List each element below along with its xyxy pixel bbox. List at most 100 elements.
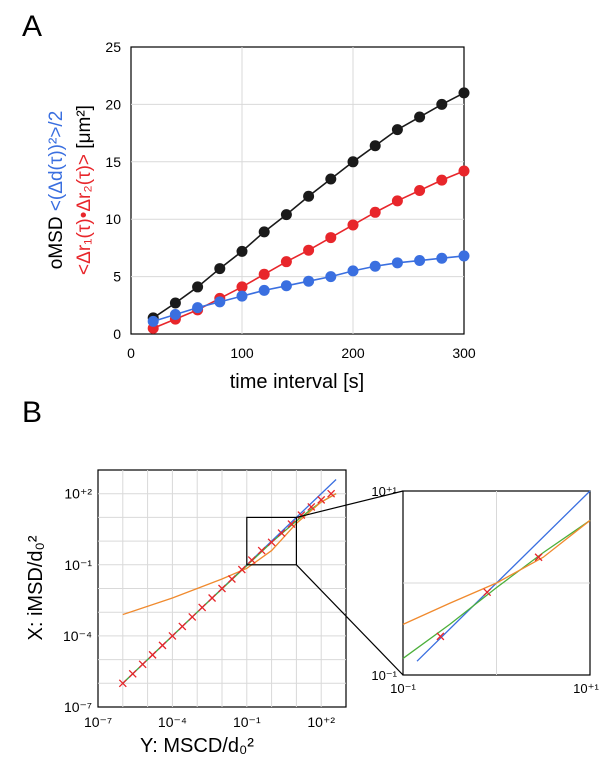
data-point-red [436, 174, 448, 186]
data-point-black [436, 98, 448, 110]
y-tick-label: 15 [105, 154, 121, 170]
line-green [402, 519, 591, 659]
cross-marker [138, 660, 147, 669]
cross-marker [267, 538, 276, 547]
ylabel-omsd: oMSD [46, 216, 67, 269]
y-tick-label: 10⁻¹ [64, 557, 92, 573]
data-point-blue [169, 308, 181, 320]
data-point-black [458, 87, 470, 99]
panel-b-markers [118, 489, 336, 688]
data-point-blue [303, 275, 315, 287]
x-tick-label: 10⁻⁷ [84, 714, 112, 730]
ylabel-blue-term: <(Δd(τ))²>/2 [46, 111, 67, 211]
panel-a-ticks: 0 100 200 300 0 5 10 15 20 25 [105, 39, 475, 361]
panel-a-xlabel: time interval [s] [230, 371, 364, 393]
panel-a-chart: 0 100 200 300 0 5 10 15 20 25 time interval [s] o… [46, 39, 476, 393]
data-point-blue [147, 315, 159, 327]
y-tick-label: 10⁻⁷ [64, 699, 92, 715]
y-tick-label: 10⁺¹ [371, 484, 397, 499]
data-point-red [258, 268, 270, 280]
panel-b-ylabel: X: iMSD/d₀² [25, 535, 47, 640]
x-tick-label: 10⁻¹ [233, 714, 261, 730]
panel-b-xlabel: Y: MSCD/d₀² [140, 735, 254, 757]
cross-marker [287, 520, 296, 528]
cross-marker [307, 503, 316, 511]
cross-marker [198, 603, 207, 612]
svg-text:oMSD <(Δd(τ): oMSD <(Δd(τ))²>/2 [46, 111, 67, 270]
cross-marker [237, 565, 246, 574]
y-tick-label: 25 [105, 39, 121, 55]
cross-marker [218, 584, 226, 593]
cross-marker [178, 622, 187, 631]
cross-marker [118, 679, 127, 688]
cross-marker [436, 632, 445, 641]
y-tick-label: 20 [105, 96, 121, 112]
data-point-blue [458, 250, 470, 262]
data-point-black [192, 281, 204, 293]
data-point-blue [325, 271, 337, 283]
svg-text:<Δr₁(τ)•Δr₂(τ)>: <Δr₁(τ)•Δr₂(τ)> [μm²] [74, 105, 95, 275]
data-point-red [458, 165, 470, 177]
line-orange [122, 493, 337, 616]
cross-marker [257, 546, 266, 555]
cross-marker [188, 612, 197, 621]
cross-marker [247, 556, 256, 565]
cross-marker [227, 575, 236, 583]
x-tick-label: 10⁺¹ [573, 681, 599, 696]
panel-label-a: A [22, 10, 42, 43]
cross-marker [148, 650, 157, 659]
data-point-red [369, 206, 381, 218]
ylabel-unit: [μm²] [74, 105, 95, 149]
panel-b-ticks: 10⁻⁷10⁻⁷ 10⁻⁴ 10⁻⁴ 10⁻¹ 10⁻¹ 10⁺² 10⁺² [63, 486, 335, 730]
y-tick-label: 10⁺² [64, 486, 92, 502]
data-point-red [280, 256, 292, 268]
data-point-blue [369, 260, 381, 272]
data-point-red [303, 244, 315, 256]
data-point-blue [414, 255, 426, 267]
zoom-connectors [295, 490, 404, 676]
cross-marker [168, 631, 177, 640]
data-point-red [347, 219, 359, 231]
data-point-black [214, 263, 226, 275]
cross-marker [277, 529, 286, 538]
data-point-red [391, 195, 403, 207]
cross-marker [483, 588, 492, 597]
cross-marker [158, 641, 167, 650]
y-tick-label: 10 [105, 211, 121, 227]
data-point-blue [436, 252, 448, 264]
inset-ticks: 10⁻¹ 10⁺¹ 10⁺¹ 10⁻¹ [371, 484, 599, 696]
data-point-black [280, 209, 292, 221]
panel-b-inset-chart: 10⁻¹ 10⁺¹ 10⁺¹ 10⁻¹ [371, 484, 599, 696]
x-tick-label: 200 [341, 345, 365, 361]
data-point-blue [258, 284, 270, 296]
cross-marker [317, 495, 326, 504]
x-tick-label: 300 [452, 345, 476, 361]
data-point-blue [236, 290, 248, 302]
cross-marker [128, 669, 137, 678]
inset-lines [402, 490, 591, 662]
panel-b-main-chart: 10⁻⁷10⁻⁷ 10⁻⁴ 10⁻⁴ 10⁻¹ 10⁻¹ 10⁺² 10⁺² Y: MSCD… [25, 469, 347, 757]
ylabel-red-term: <Δr₁(τ)•Δr₂(τ)> [74, 154, 95, 275]
zoom-box [246, 516, 298, 566]
data-point-black [391, 124, 403, 136]
panel-a-gridlines [131, 47, 464, 334]
data-point-black [236, 245, 248, 257]
panel-a-plot-frame [130, 46, 465, 335]
y-tick-label: 5 [113, 269, 121, 285]
data-point-black [258, 226, 270, 238]
y-tick-label: 10⁻¹ [371, 668, 397, 683]
data-point-black [169, 297, 181, 309]
panel-label-b: B [22, 396, 42, 429]
x-tick-label: 0 [127, 345, 135, 361]
x-tick-label: 10⁻⁴ [158, 714, 187, 730]
connector-top [296, 490, 404, 518]
data-point-red [414, 185, 426, 196]
data-point-red [325, 232, 337, 244]
data-point-black [347, 156, 359, 168]
data-point-black [369, 140, 381, 152]
line-blue [416, 490, 591, 662]
connector-bottom [295, 564, 404, 676]
x-tick-label: 100 [230, 345, 254, 361]
cross-marker [534, 553, 543, 562]
panel-a-ylabel: oMSD <(Δd(τ))²>/2 <Δr₁(τ)•Δr₂(τ)> [μm²] [46, 105, 95, 275]
